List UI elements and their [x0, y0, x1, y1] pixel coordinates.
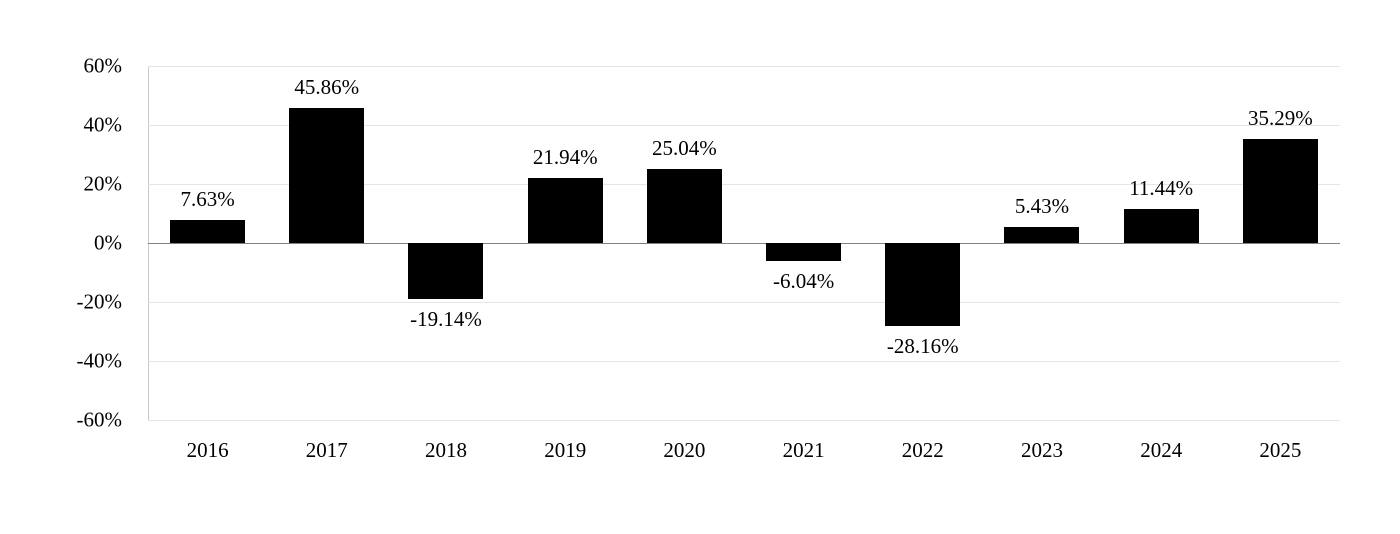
bar — [646, 169, 722, 243]
zero-line — [148, 243, 1340, 244]
y-axis: 60% 40% 20% 0% -20% -40% -60% — [0, 55, 136, 430]
x-tick-label: 2021 — [782, 438, 825, 462]
x-tick-label: 2016 — [186, 438, 229, 462]
x-axis: 2016 2017 2018 2019 2020 2021 2022 2023 2024 2025 — [148, 438, 1340, 468]
bar-value-label: 5.43% — [1014, 193, 1070, 218]
bar — [885, 243, 961, 327]
bar-slot: 35.29% — [1221, 66, 1340, 420]
y-tick-label: 60% — [83, 53, 123, 78]
bar — [170, 220, 246, 243]
bar-slot: 25.04% — [625, 66, 744, 420]
x-tick-label: 2023 — [1020, 438, 1063, 462]
y-tick-label: -20% — [76, 289, 123, 314]
x-tick-label: 2022 — [901, 438, 944, 462]
y-tick-label: 20% — [83, 171, 123, 196]
bar-slot: 21.94% — [506, 66, 625, 420]
bar-value-label: -19.14% — [410, 307, 482, 332]
bar — [408, 243, 484, 300]
bar-value-label: 45.86% — [294, 74, 360, 99]
bar — [1242, 138, 1318, 243]
bar — [1004, 226, 1080, 243]
bar-slot: 7.63% — [148, 66, 267, 420]
bar — [766, 243, 842, 261]
gridline — [148, 125, 1340, 126]
x-tick-label: 2018 — [424, 438, 467, 462]
gridline — [148, 66, 1340, 67]
plot-area: 7.63% 45.86% -19.14% 21.94% 25.04% -6.04% -28.… — [148, 66, 1340, 421]
gridline — [148, 302, 1340, 303]
y-tick-label: 0% — [94, 230, 122, 255]
bar-value-label: 7.63% — [180, 187, 235, 212]
bar-slot: -28.16% — [863, 66, 982, 420]
bar — [1123, 209, 1199, 243]
gridline — [148, 420, 1340, 421]
x-tick-label: 2020 — [663, 438, 706, 462]
bar-slot: -6.04% — [744, 66, 863, 420]
gridline — [148, 361, 1340, 362]
x-tick-label: 2025 — [1259, 438, 1302, 462]
bar — [527, 178, 603, 243]
bar-value-label: 21.94% — [532, 145, 598, 170]
x-tick-label: 2017 — [305, 438, 348, 462]
x-tick-label: 2019 — [544, 438, 587, 462]
x-tick-label: 2024 — [1140, 438, 1183, 462]
bar-slot: 45.86% — [267, 66, 386, 420]
bar-value-label: 25.04% — [652, 136, 717, 161]
bar-value-label: -28.16% — [886, 334, 959, 359]
bar-value-label: -6.04% — [772, 268, 835, 293]
bar — [289, 107, 365, 243]
gridline — [148, 184, 1340, 185]
bar-value-label: 11.44% — [1129, 176, 1194, 201]
bar-value-label: 35.29% — [1248, 105, 1313, 130]
bar-slot: -19.14% — [386, 66, 505, 420]
bar-slot: 11.44% — [1102, 66, 1221, 420]
bar-slot: 5.43% — [982, 66, 1101, 420]
y-tick-label: -40% — [76, 348, 123, 373]
y-tick-label: -60% — [76, 407, 123, 432]
y-tick-label: 40% — [83, 112, 123, 137]
